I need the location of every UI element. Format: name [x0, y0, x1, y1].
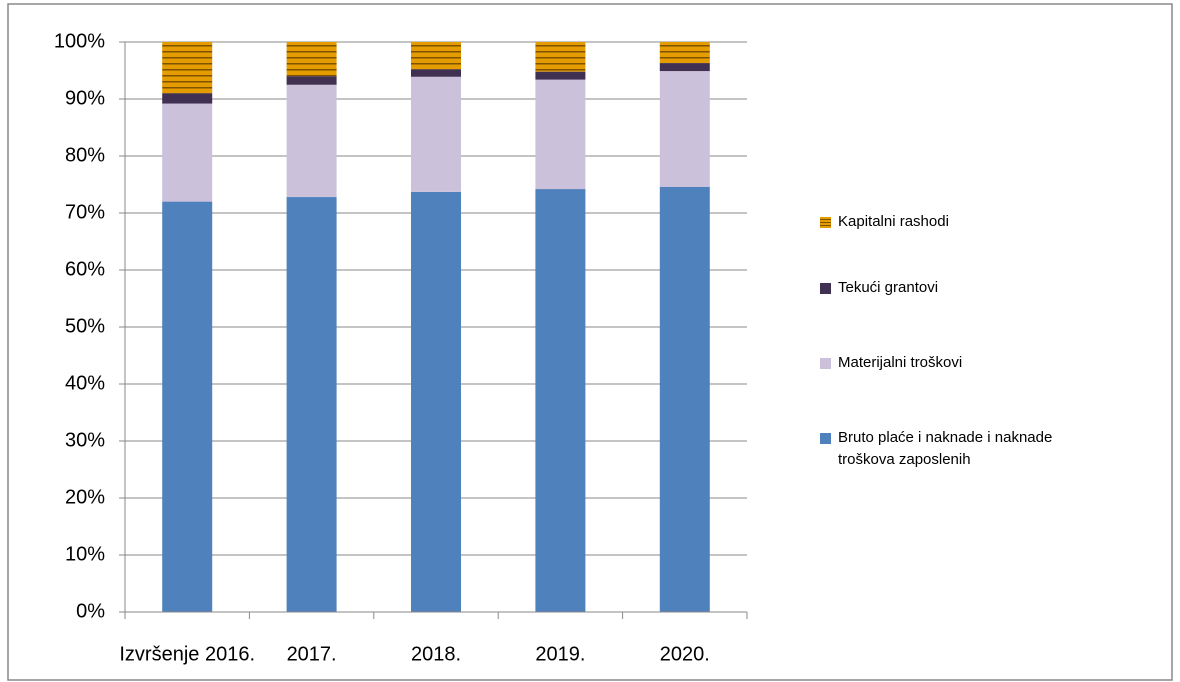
y-tick-label: 20%: [65, 486, 105, 508]
bar-segment: [162, 42, 213, 94]
bar-segment: [659, 42, 710, 64]
x-tick-label: Izvršenje 2016.: [119, 643, 255, 665]
y-tick-label: 60%: [65, 258, 105, 280]
x-tick-label: 2019.: [535, 643, 585, 665]
legend-label: Materijalni troškovi: [838, 354, 963, 371]
bar-segment: [162, 103, 213, 202]
y-tick-label: 50%: [65, 315, 105, 337]
legend-item: Tekući grantovi: [820, 277, 1078, 299]
y-tick-label: 0%: [76, 600, 105, 622]
bar-segment: [411, 42, 461, 70]
legend-swatch: [820, 433, 831, 444]
legend-swatch: [820, 358, 831, 369]
bar-segment: [411, 76, 461, 192]
bar-segment: [286, 197, 337, 613]
bar-segment: [535, 42, 586, 72]
y-tick-label: 90%: [65, 87, 105, 109]
x-tick-label: 2017.: [287, 643, 337, 665]
legend-label: Tekući grantovi: [838, 279, 939, 296]
y-tick-label: 10%: [65, 543, 105, 565]
frame: [7, 3, 1173, 681]
legend-item: Kapitalni rashodi: [820, 211, 1078, 233]
y-tick-label: 80%: [65, 144, 105, 166]
y-tick-label: 70%: [65, 201, 105, 223]
legend-item: Materijalni troškovi: [820, 352, 1078, 374]
bar-segment: [286, 76, 337, 85]
bar-segment: [162, 93, 213, 104]
legend-item: Bruto plaće i naknade i naknade troškova…: [820, 427, 1078, 471]
bar-segment: [411, 69, 461, 77]
legend-label: Bruto plaće i naknade i naknade troškova…: [838, 429, 1053, 468]
bar-segment: [162, 201, 213, 612]
bar-segment: [659, 186, 710, 612]
y-tick-label: 100%: [54, 30, 105, 52]
legend-swatch: [820, 283, 831, 294]
bar-segment: [535, 71, 586, 80]
legend-swatch: [820, 217, 831, 228]
bar-segment: [535, 189, 586, 612]
bar-segment: [535, 79, 586, 190]
bar-segment: [411, 191, 461, 612]
legend-label: Kapitalni rashodi: [838, 213, 949, 230]
x-tick-label: 2018.: [411, 643, 461, 665]
bar-segment: [659, 63, 710, 72]
x-tick-label: 2020.: [660, 643, 710, 665]
bar-segment: [659, 71, 710, 187]
y-tick-label: 30%: [65, 429, 105, 451]
bar-segment: [286, 84, 337, 198]
y-tick-label: 40%: [65, 372, 105, 394]
bar-segment: [286, 42, 337, 77]
